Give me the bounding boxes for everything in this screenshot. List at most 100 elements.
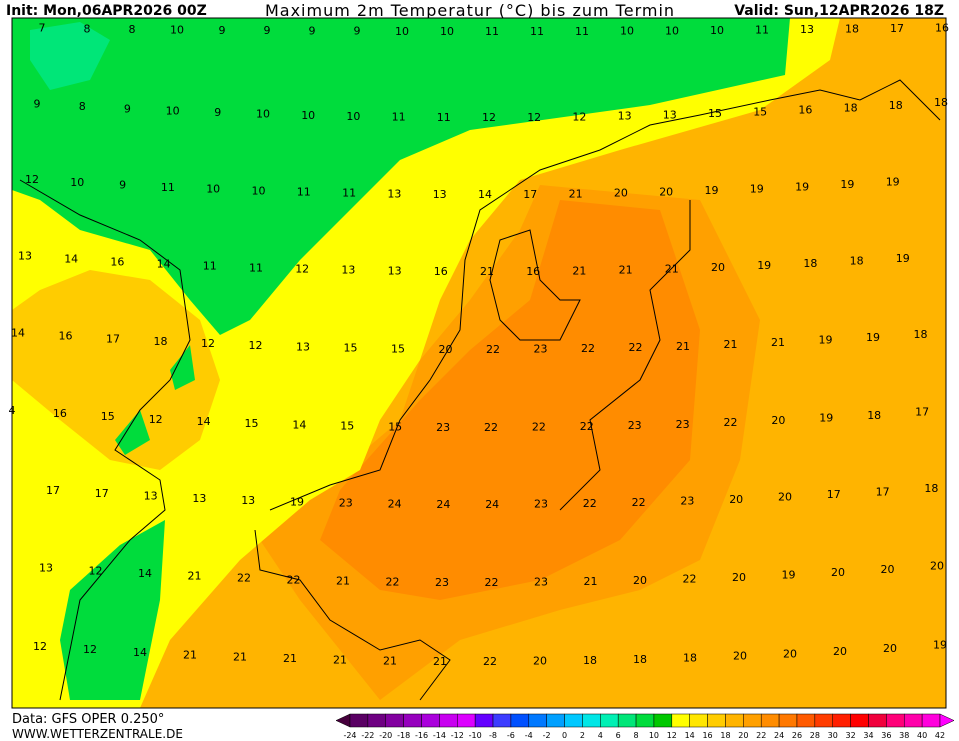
temperature-value: 18 (683, 652, 697, 665)
temperature-value: 10 (710, 24, 724, 37)
temperature-value: 8 (84, 22, 91, 35)
colorbar-tick-label: 30 (828, 731, 838, 740)
colorbar-tick-label: 22 (756, 731, 766, 740)
colorbar-segment (385, 713, 404, 728)
temperature-value: 21 (233, 651, 247, 664)
map-frame (11, 17, 947, 709)
temperature-value: 12 (295, 263, 309, 276)
temperature-value: 19 (757, 259, 771, 272)
temperature-value: 4 (9, 404, 16, 417)
colorbar-tick-label: -4 (525, 731, 533, 740)
colorbar-tick-label: 34 (863, 731, 873, 740)
temperature-value: 15 (340, 420, 354, 433)
field-10-12-south (60, 345, 195, 700)
temperature-value: 10 (665, 24, 679, 37)
temperature-value: 13 (341, 264, 355, 277)
temperature-value: 9 (264, 24, 271, 37)
temperature-value: 18 (867, 409, 881, 422)
colorbar-tick-label: 10 (649, 731, 659, 740)
temperature-value: 12 (83, 643, 97, 656)
colorbar-tick-label: 2 (580, 731, 585, 740)
temperature-value: 20 (771, 414, 785, 427)
temperature-value: 10 (206, 183, 220, 196)
colorbar-segment (528, 713, 547, 728)
temperature-value: 22 (581, 342, 595, 355)
colorbar-tick-label: -12 (451, 731, 464, 740)
colorbar-segment (868, 713, 887, 728)
temperature-value: 14 (478, 188, 492, 201)
temperature-value: 23 (628, 419, 642, 432)
temperature-value: 8 (129, 23, 136, 36)
temperature-value: 21 (383, 654, 397, 667)
temperature-value: 19 (705, 184, 719, 197)
temperature-value: 12 (201, 337, 215, 350)
temperature-value: 22 (483, 655, 497, 668)
temperature-value: 13 (433, 188, 447, 201)
temperature-value: 10 (252, 184, 266, 197)
temperature-value: 12 (25, 173, 39, 186)
temperature-value: 18 (924, 482, 938, 495)
temperature-value: 14 (157, 258, 171, 271)
temperature-value: 22 (629, 341, 643, 354)
temperature-value: 11 (485, 25, 499, 38)
temperature-value: 24 (436, 498, 450, 511)
temperature-value: 9 (354, 25, 361, 38)
temperature-value: 20 (711, 261, 725, 274)
temperature-value: 20 (783, 647, 797, 660)
temperature-value: 19 (896, 252, 910, 265)
colorbar-arrow (939, 713, 955, 728)
temperature-value: 20 (659, 185, 673, 198)
temperature-value: 19 (840, 178, 854, 191)
temperature-value: 22 (580, 420, 594, 433)
temperature-value: 15 (708, 107, 722, 120)
temperature-value: 23 (534, 498, 548, 511)
temperature-value: 11 (297, 186, 311, 199)
temperature-value: 18 (844, 101, 858, 114)
temperature-value: 12 (527, 111, 541, 124)
colorbar-segment (850, 713, 869, 728)
temperature-value: 10 (346, 110, 360, 123)
temperature-value: 11 (161, 181, 175, 194)
temperature-value: 11 (530, 25, 544, 38)
temperature-value: 9 (124, 102, 131, 115)
temperature-value: 10 (166, 104, 180, 117)
temperature-value: 20 (733, 650, 747, 663)
colorbar-segment (671, 713, 690, 728)
temperature-value: 9 (214, 106, 221, 119)
temperature-value: 12 (249, 339, 263, 352)
temperature-value: 22 (724, 416, 738, 429)
colorbar-tick-label: 38 (899, 731, 909, 740)
temperature-value: 20 (930, 560, 944, 573)
temperature-value: 12 (33, 640, 47, 653)
temperature-value: 22 (683, 573, 697, 586)
init-time: Init: Mon,06APR2026 00Z (6, 3, 207, 19)
temperature-value: 10 (395, 25, 409, 38)
colorbar-segment (582, 713, 601, 728)
temperature-value: 19 (290, 495, 304, 508)
colorbar-tick-label: 40 (917, 731, 927, 740)
colorbar-arrow (335, 713, 351, 728)
temperature-value: 11 (392, 111, 406, 124)
temperature-value: 19 (795, 180, 809, 193)
temperature-value: 19 (819, 412, 833, 425)
temperature-value: 18 (889, 99, 903, 112)
temperature-value: 16 (798, 104, 812, 117)
map: 7 8 8 10 9 9 9 9 10 10 11 11 11 10 10 10 11 13 18 17 16 9 8 9 10… (9, 17, 949, 709)
colorbar-segment (421, 713, 440, 728)
temperature-value: 19 (886, 175, 900, 188)
colorbar-tick-label: 16 (702, 731, 712, 740)
colorbar-segment (796, 713, 816, 728)
temperature-value: 8 (79, 100, 86, 113)
colorbar-segment (903, 713, 923, 728)
temperature-value: 10 (620, 25, 634, 38)
temperature-value: 18 (934, 96, 948, 109)
colorbar-tick-label: -20 (379, 731, 392, 740)
temperature-value: 19 (866, 331, 880, 344)
temperature-value: 13 (800, 23, 814, 36)
temperature-value: 13 (387, 187, 401, 200)
temperature-value: 19 (750, 182, 764, 195)
colorbar-tick-label: 36 (881, 731, 891, 740)
temperature-value: 13 (388, 264, 402, 277)
temperature-value: 17 (106, 332, 120, 345)
